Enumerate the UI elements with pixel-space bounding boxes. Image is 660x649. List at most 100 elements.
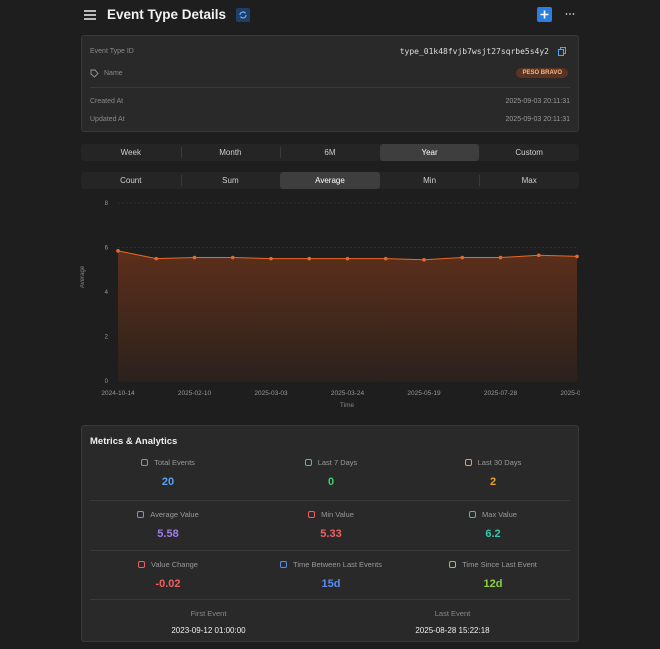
metric-label-row: Min Value [250, 509, 413, 519]
tab[interactable]: Year [379, 144, 480, 161]
metric-label: Value Change [151, 559, 198, 569]
divider [90, 550, 570, 551]
range-tabs: Week Month 6M Year Custom [81, 144, 579, 161]
metric-value: 6.2 [485, 528, 501, 540]
metric-label: Max Value [482, 509, 517, 519]
detail-value: 2025-09-03 20:11:31 [505, 116, 570, 123]
metric: Max Value 6.2 [412, 509, 575, 540]
point [383, 256, 388, 261]
x-axis-label: Time [340, 402, 355, 409]
metric-value: 2 [489, 476, 497, 488]
tab[interactable]: 6M [280, 144, 380, 161]
metrics-card: Metrics & Analytics First Event 2023-09-… [81, 425, 579, 642]
metric-value: 0 [327, 476, 335, 488]
point [269, 256, 273, 261]
divider [90, 87, 570, 88]
metric: Value Change -0.02 [87, 559, 250, 590]
divider [90, 500, 570, 501]
detail-label: Created At [90, 98, 124, 105]
x-tick-label: 2025-03-24 [331, 390, 365, 397]
tab[interactable]: Average [280, 172, 380, 189]
first-event-value: 2023-09-12 01:00:00 [171, 626, 246, 635]
metric: Total Events 20 [87, 457, 250, 488]
metrics-title: Metrics & Analytics [90, 436, 178, 447]
detail-label: Event Type ID [90, 48, 134, 55]
metric-icon [308, 510, 316, 518]
first-event-label: First Event [190, 609, 227, 618]
metric-label: Time Between Last Events [293, 559, 382, 569]
metric: Min Value 5.33 [250, 509, 413, 540]
details-card: Event Type ID type_01k48fvjb7wsjt27sqrbe… [81, 35, 579, 132]
metric: Average Value 5.58 [87, 509, 250, 540]
point [154, 256, 159, 261]
metric-label-row: Last 7 Days [250, 457, 413, 467]
metric-value: 12d [483, 578, 503, 590]
point [307, 256, 312, 261]
metric-label-row: Total Events [87, 457, 250, 467]
point [230, 255, 235, 260]
metric-label-row: Time Since Last Event [412, 559, 575, 569]
point [422, 257, 426, 262]
metric-label: Total Events [154, 457, 195, 467]
point [575, 254, 579, 259]
copy-button[interactable] [558, 47, 566, 56]
menu-button[interactable] [83, 9, 97, 21]
tab[interactable]: Week [120, 148, 141, 157]
chart: Average Time 0 2 4 6 8 2024-10-14 2025-02-10 20… [80, 201, 580, 409]
tab[interactable]: Custom [515, 148, 543, 157]
metric-label: Min Value [321, 509, 354, 519]
detail-value: type_01k48fvjb7wsjt27sqrbe5s4y2 [399, 47, 549, 56]
metric-label: Last 30 Days [477, 457, 522, 467]
point [116, 249, 120, 253]
tab[interactable]: Sum [180, 172, 281, 189]
metric-label-row: Average Value [87, 509, 250, 519]
tab[interactable]: Month [180, 144, 281, 161]
point [345, 256, 350, 261]
metric-icon [464, 458, 472, 466]
metric-icon [138, 560, 145, 568]
metric-label: Average Value [150, 509, 199, 519]
tab[interactable]: Min [423, 176, 437, 185]
point [536, 253, 541, 258]
metric-label-row: Max Value [412, 509, 575, 519]
metric-icon [137, 510, 145, 518]
tab[interactable]: Count [120, 176, 142, 185]
y-tick-label: 4 [105, 290, 109, 296]
tab[interactable]: Max [479, 172, 579, 189]
metric-label-row: Value Change [87, 559, 250, 569]
metric-value: -0.02 [155, 578, 181, 590]
metric-value: 15d [321, 578, 341, 590]
detail-label: Updated At [90, 116, 125, 123]
refresh-button[interactable] [236, 8, 250, 22]
metric-label-row: Time Between Last Events [250, 559, 413, 569]
point [498, 255, 503, 260]
point [460, 255, 465, 260]
last-event-value: 2025-08-28 15:22:18 [415, 626, 490, 635]
y-tick-label: 6 [105, 246, 109, 252]
x-tick-label: 2025-05-19 [407, 390, 441, 397]
metric-icon [304, 458, 312, 466]
tag-icon [90, 69, 99, 78]
area [118, 250, 577, 381]
name-badge: PESO BRAVO [516, 68, 568, 78]
metric-label: Time Since Last Event [462, 559, 537, 569]
page-title: Event Type Details [107, 7, 227, 22]
add-button[interactable] [537, 7, 552, 22]
y-tick-label: 2 [105, 335, 109, 341]
x-tick-label: 2024-10-14 [101, 390, 135, 397]
more-button[interactable] [565, 12, 575, 16]
metric-tabs: Count Sum Average Min Max [81, 172, 579, 189]
last-event-label: Last Event [434, 609, 471, 618]
y-tick-label: 0 [105, 379, 109, 385]
detail-label: Name [104, 70, 123, 77]
metric: Time Between Last Events 15d [250, 559, 413, 590]
metric: Last 30 Days 2 [412, 457, 575, 488]
divider [90, 599, 570, 600]
metric: Time Since Last Event 12d [412, 559, 575, 590]
metric-icon [449, 560, 457, 568]
x-tick-label: 2025-07-28 [484, 390, 518, 397]
x-tick-label: 2025-02-10 [178, 390, 212, 397]
metric-label: Last 7 Days [317, 457, 358, 467]
metric-label-row: Last 30 Days [412, 457, 575, 467]
